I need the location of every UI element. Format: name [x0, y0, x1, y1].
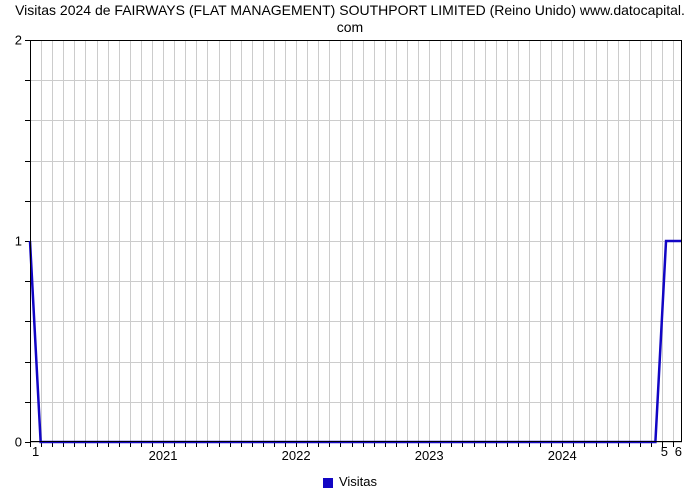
secondary-label-right: 6	[675, 444, 682, 459]
x-tick-label: 2024	[548, 448, 577, 463]
secondary-label-right: 5	[661, 444, 668, 459]
x-tick-label: 2021	[149, 448, 178, 463]
y-tick-label: 0	[15, 435, 22, 450]
secondary-label-left: 1	[32, 444, 39, 459]
chart-plot-area: 012 2021202220232024 156	[30, 40, 682, 442]
legend-swatch	[323, 478, 333, 488]
chart-legend: Visitas	[0, 474, 700, 489]
x-tick-label: 2023	[415, 448, 444, 463]
plot-border	[30, 40, 682, 442]
x-tick	[30, 442, 31, 447]
y-tick-label: 1	[15, 234, 22, 249]
legend-label: Visitas	[339, 474, 377, 489]
x-tick-label: 2022	[282, 448, 311, 463]
chart-title-line1: Visitas 2024 de FAIRWAYS (FLAT MANAGEMEN…	[15, 2, 685, 18]
chart-title: Visitas 2024 de FAIRWAYS (FLAT MANAGEMEN…	[0, 2, 700, 36]
y-tick-label: 2	[15, 33, 22, 48]
chart-title-line2: com	[337, 19, 363, 35]
